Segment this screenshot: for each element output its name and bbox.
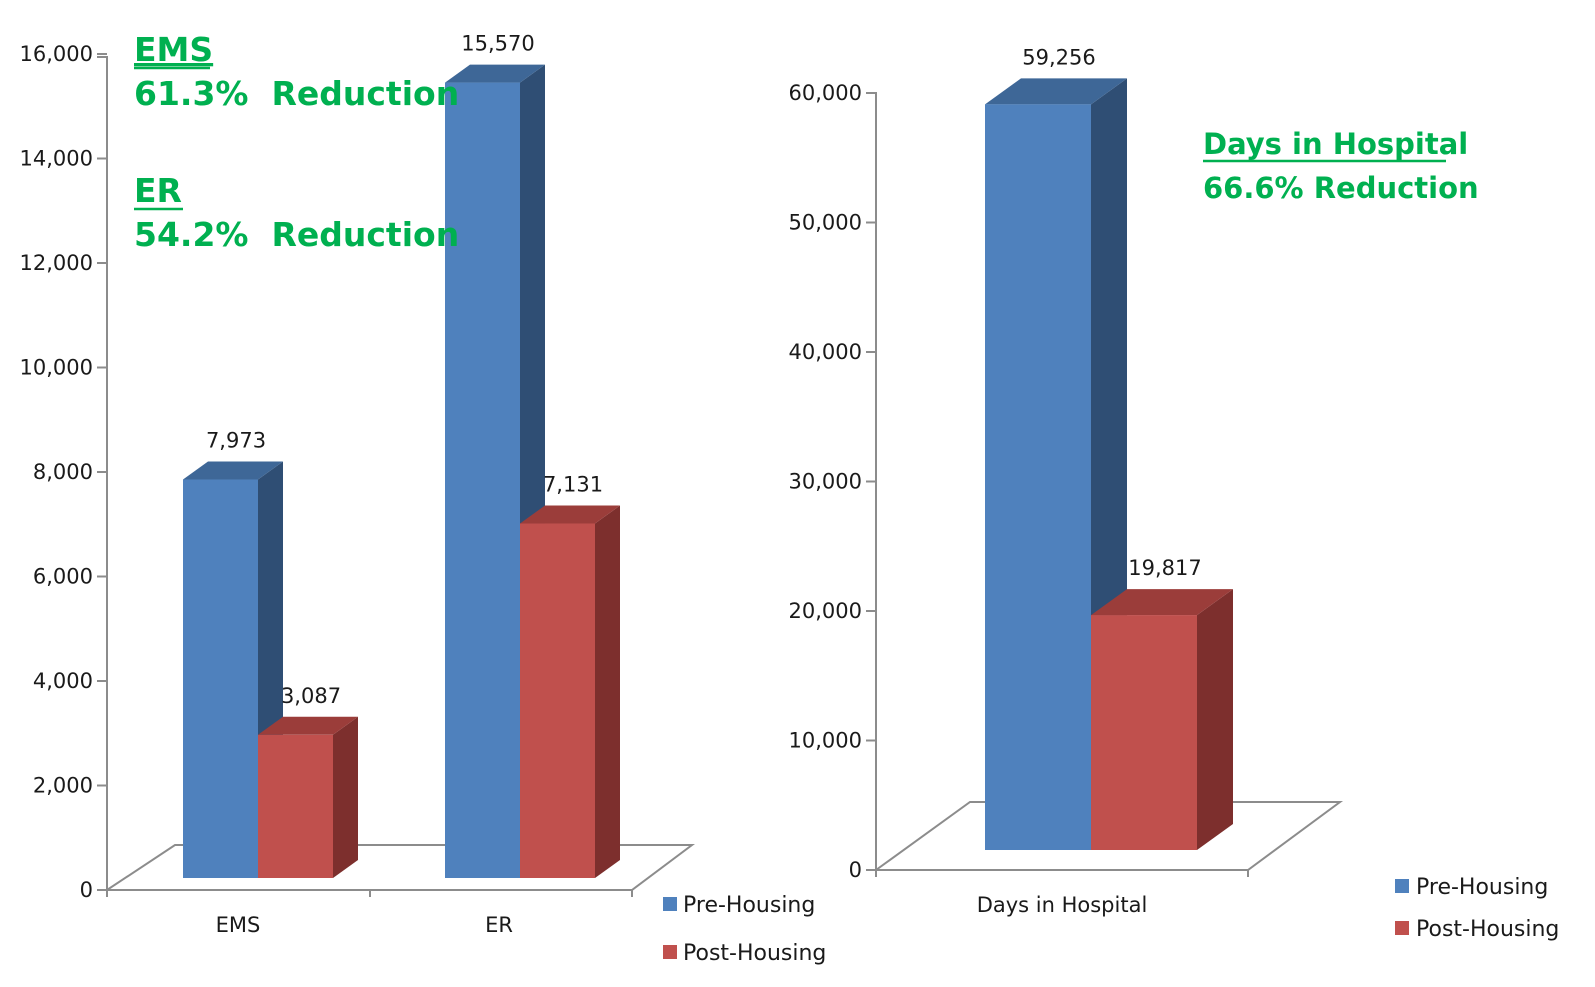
- category-label: Days in Hospital: [977, 893, 1148, 917]
- legend-label-pre-housing: Pre-Housing: [1416, 875, 1548, 900]
- right-floor: [875, 801, 1344, 871]
- bar-post-ems: [258, 716, 358, 878]
- bar-top-face: [445, 64, 545, 83]
- y-tick-label: 2,000: [33, 774, 93, 798]
- y-tick-label: 10,000: [789, 729, 862, 753]
- data-label: 3,087: [281, 684, 341, 708]
- bar-post-days-in-hospital: [1091, 589, 1233, 850]
- bar-front-face: [520, 523, 595, 878]
- left-y-axis: [97, 56, 108, 891]
- y-tick-label: 8,000: [33, 460, 93, 484]
- data-label: 7,131: [543, 473, 603, 497]
- legend-label-post-housing: Post-Housing: [1416, 917, 1559, 942]
- y-tick-label: 6,000: [33, 565, 93, 589]
- y-tick-label: 30,000: [789, 470, 862, 494]
- legend-label-pre-housing: Pre-Housing: [683, 893, 815, 918]
- bar-top-face: [520, 505, 620, 524]
- data-label: 15,570: [461, 32, 534, 56]
- legend-swatch-post-housing: [663, 945, 677, 959]
- bar-pre-er: [445, 64, 545, 878]
- y-tick-label: 40,000: [789, 340, 862, 364]
- annotation-er-heading: ER: [134, 171, 182, 210]
- data-label: 19,817: [1128, 556, 1201, 580]
- bar-front-face: [985, 104, 1091, 851]
- legend-label-post-housing: Post-Housing: [683, 941, 826, 966]
- y-tick-label: 0: [849, 858, 862, 882]
- legend-left: Pre-Housing Post-Housing: [663, 893, 826, 966]
- bar-side-face: [595, 505, 620, 878]
- bar-top-face: [258, 716, 358, 735]
- category-label: ER: [485, 913, 513, 937]
- y-tick-label: 0: [80, 878, 93, 902]
- bar-side-face: [333, 716, 358, 878]
- bar-top-face: [1091, 589, 1233, 616]
- bar-front-face: [258, 734, 333, 878]
- y-tick-label: 60,000: [789, 81, 862, 105]
- legend-swatch-pre-housing: [1395, 879, 1409, 893]
- bar-front-face: [183, 479, 258, 878]
- data-label: 59,256: [1022, 45, 1095, 69]
- annotation-days-text: 66.6% Reduction: [1203, 171, 1479, 205]
- annotation-ems-text: 61.3% Reduction: [134, 74, 459, 113]
- chart-days-in-hospital: 0 10,000 20,000 30,000 40,000 50,000 60,000 59…: [789, 45, 1560, 942]
- bar-top-face: [183, 461, 283, 480]
- y-tick-label: 16,000: [20, 42, 93, 66]
- bar-top-face: [985, 78, 1127, 105]
- bar-pre-ems: [183, 461, 283, 878]
- category-label: EMS: [216, 913, 261, 937]
- bar-pre-days-in-hospital: [985, 78, 1127, 851]
- bar-front-face: [1091, 615, 1197, 850]
- legend-swatch-pre-housing: [663, 897, 677, 911]
- annotation-days-heading: Days in Hospital: [1203, 127, 1468, 161]
- y-tick-label: 10,000: [20, 356, 93, 380]
- data-label: 7,973: [206, 429, 266, 453]
- bar-side-face: [1197, 589, 1233, 850]
- left-floor: [106, 844, 695, 891]
- annotation-er-text: 54.2% Reduction: [134, 215, 459, 254]
- chart-ems-er: 0 2,000 4,000 6,000 8,000 10,000 12,000 14,000 1…: [20, 30, 827, 966]
- y-tick-label: 14,000: [20, 147, 93, 171]
- annotation-ems-heading: EMS: [134, 30, 213, 69]
- legend-swatch-post-housing: [1395, 921, 1409, 935]
- y-tick-label: 4,000: [33, 669, 93, 693]
- bar-front-face: [445, 82, 520, 878]
- y-tick-label: 20,000: [789, 599, 862, 623]
- bar-post-er: [520, 505, 620, 878]
- legend-right: Pre-Housing Post-Housing: [1395, 875, 1559, 942]
- y-tick-label: 12,000: [20, 251, 93, 275]
- y-tick-label: 50,000: [789, 211, 862, 235]
